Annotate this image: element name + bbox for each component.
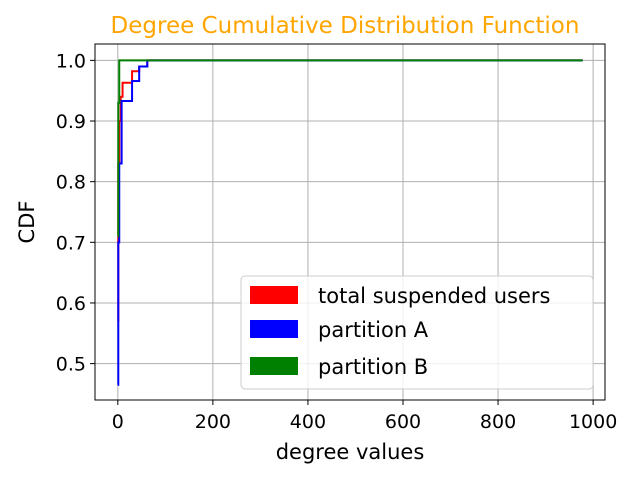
legend-label: total suspended users (318, 284, 550, 308)
series-line-partition-b (117, 59, 583, 238)
chart-title: Degree Cumulative Distribution Function (111, 13, 580, 39)
x-tick-label: 1000 (569, 411, 617, 433)
axis-ticks: 0 200 400 600 800 1000 0.5 0.6 0.7 0.8 0.9 1.0 (56, 50, 618, 433)
series-line-partition-a (117, 59, 583, 386)
x-tick-label: 200 (195, 411, 231, 433)
x-axis-label: degree values (276, 440, 425, 464)
legend-frame (240, 275, 594, 390)
legend-swatch (250, 286, 298, 304)
y-tick-label: 0.8 (56, 172, 86, 194)
x-tick-label: 800 (480, 411, 516, 433)
legend-swatch (250, 357, 298, 375)
legend: total suspended users partition A partitio… (240, 275, 594, 390)
plot-frame (94, 43, 606, 401)
y-tick-label: 0.9 (56, 111, 86, 133)
y-tick-label: 0.6 (56, 293, 86, 315)
x-tick-label: 600 (385, 411, 421, 433)
x-tick-label: 0 (112, 411, 124, 433)
legend-label: partition A (318, 318, 429, 342)
y-tick-label: 0.5 (56, 354, 86, 376)
y-axis-label: CDF (15, 201, 39, 244)
y-tick-label: 0.7 (56, 232, 86, 254)
series-lines (117, 59, 583, 386)
legend-label: partition B (318, 355, 428, 379)
y-tick-label: 1.0 (56, 50, 86, 72)
legend-swatch (250, 320, 298, 338)
x-tick-label: 400 (290, 411, 326, 433)
